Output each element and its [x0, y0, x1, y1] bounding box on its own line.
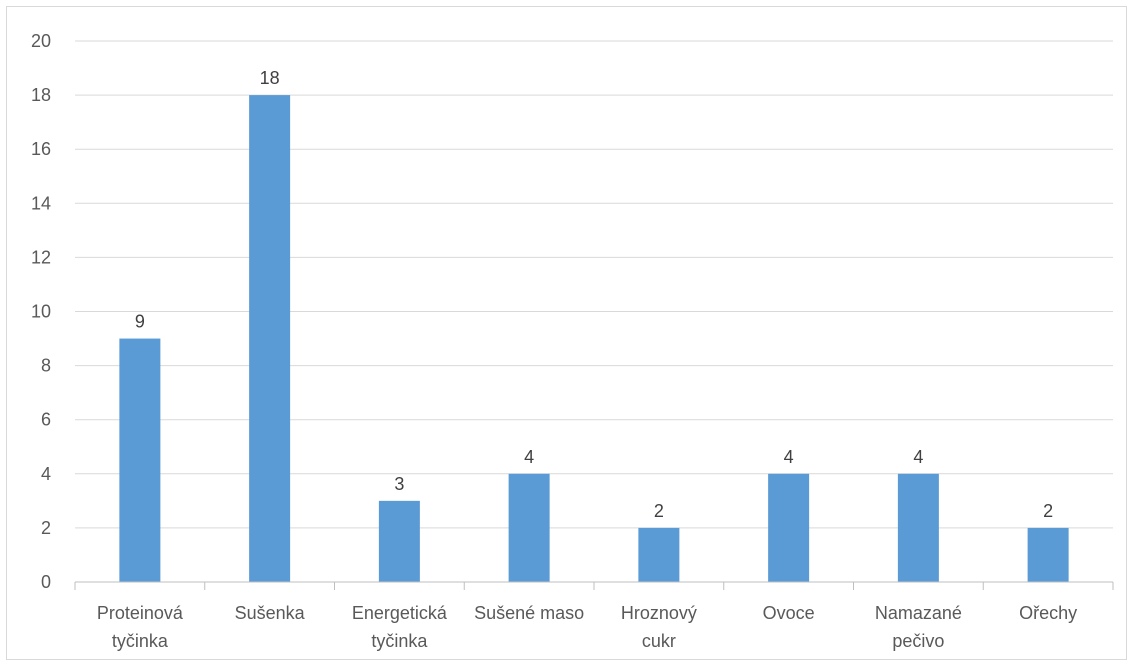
data-label: 9 — [135, 312, 145, 332]
x-category-label-line: tyčinka — [112, 631, 169, 651]
y-tick-label: 0 — [41, 572, 51, 592]
x-category-label: Proteinová tyčinka — [97, 603, 184, 651]
data-label: 4 — [524, 447, 534, 467]
bar — [897, 473, 939, 582]
data-label: 4 — [913, 447, 923, 467]
y-axis: 0 2 4 6 8 10 12 14 16 18 20 — [31, 31, 51, 592]
x-category-label-line: pečivo — [892, 631, 944, 651]
chart-frame — [6, 6, 1127, 660]
bar — [508, 473, 550, 582]
x-category-label-line: Hroznový — [621, 603, 697, 623]
y-tick-label: 8 — [41, 356, 51, 376]
x-category-label-line: Namazané — [875, 603, 962, 623]
bars — [119, 95, 1069, 582]
x-category-label-line: Energetická — [352, 603, 448, 623]
x-category-label: Energetická tyčinka — [352, 603, 448, 651]
gridlines — [75, 40, 1113, 529]
bar — [378, 500, 420, 582]
y-tick-label: 2 — [41, 518, 51, 538]
data-label: 3 — [394, 474, 404, 494]
x-category-label: Hroznový cukr — [621, 603, 697, 651]
x-axis: Proteinová tyčinka Sušenka Energetická tyčin… — [74, 581, 1114, 651]
bar — [768, 473, 810, 582]
x-category-label-line: Ořechy — [1019, 603, 1077, 623]
x-category-label: Namazané pečivo — [875, 603, 962, 651]
x-category-label-line: Sušené maso — [474, 603, 584, 623]
data-label: 2 — [1043, 501, 1053, 521]
y-tick-label: 12 — [31, 247, 51, 267]
bar — [249, 95, 291, 582]
x-category-label: Ořechy — [1019, 603, 1077, 623]
bar — [119, 338, 161, 582]
data-label: 4 — [784, 447, 794, 467]
x-category-label-line: Ovoce — [763, 603, 815, 623]
data-label: 2 — [654, 501, 664, 521]
x-category-label-line: Sušenka — [235, 603, 306, 623]
y-tick-label: 16 — [31, 139, 51, 159]
data-labels: 9 18 3 4 2 4 4 2 — [135, 68, 1053, 521]
y-tick-label: 14 — [31, 193, 51, 213]
x-category-label: Sušenka — [235, 603, 306, 623]
x-category-label-line: cukr — [642, 631, 676, 651]
x-category-label: Ovoce — [763, 603, 815, 623]
x-category-label: Sušené maso — [474, 603, 584, 623]
y-tick-label: 10 — [31, 302, 51, 322]
y-tick-label: 6 — [41, 410, 51, 430]
bar — [1027, 527, 1069, 582]
x-category-label-line: Proteinová — [97, 603, 184, 623]
bar — [638, 527, 680, 582]
y-tick-label: 18 — [31, 85, 51, 105]
y-tick-label: 20 — [31, 31, 51, 51]
y-tick-label: 4 — [41, 464, 51, 484]
data-label: 18 — [260, 68, 280, 88]
x-category-label-line: tyčinka — [371, 631, 428, 651]
